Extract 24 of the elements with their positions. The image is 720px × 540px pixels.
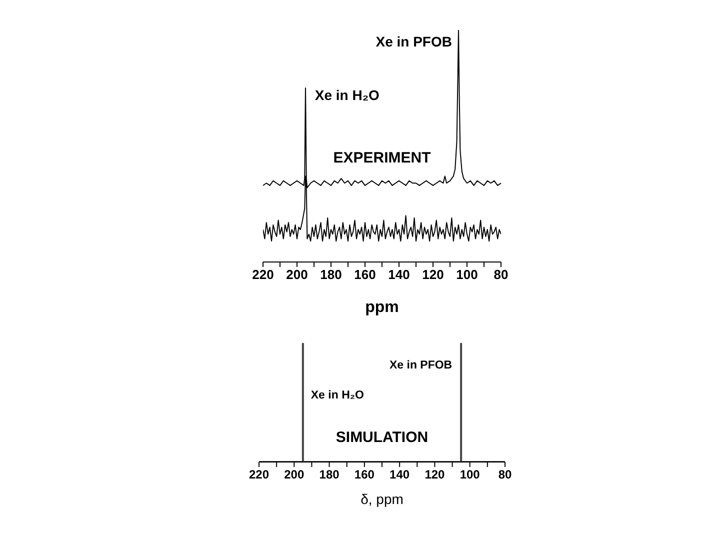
x-axis-title: δ, ppm xyxy=(360,491,404,507)
x-tick-label: 120 xyxy=(422,267,444,282)
x-tick-label: 200 xyxy=(284,468,304,482)
x-tick-label: 140 xyxy=(390,468,410,482)
annotation: Xe in H₂O xyxy=(314,86,380,103)
x-axis-title: ppm xyxy=(365,299,399,316)
x-tick-label: 200 xyxy=(286,267,308,282)
x-tick-label: 120 xyxy=(424,468,446,482)
x-tick-label: 80 xyxy=(494,267,508,282)
x-tick-label: 220 xyxy=(248,468,270,482)
x-tick-label: 160 xyxy=(354,468,375,482)
annotation: Xe in PFOB xyxy=(389,360,452,372)
annotation: EXPERIMENT xyxy=(333,149,431,166)
x-tick-label: 180 xyxy=(320,267,342,282)
annotation: Xe in PFOB xyxy=(376,34,452,50)
x-tick-label: 100 xyxy=(456,267,478,282)
x-tick-label: 80 xyxy=(498,468,512,482)
annotation: SIMULATION xyxy=(336,428,428,446)
x-tick-label: 160 xyxy=(354,267,376,282)
x-tick-label: 100 xyxy=(460,468,480,482)
x-tick-label: 180 xyxy=(319,468,340,482)
x-tick-label: 220 xyxy=(252,267,274,282)
x-tick-label: 140 xyxy=(388,267,410,282)
annotation: Xe in H₂O xyxy=(310,389,364,402)
